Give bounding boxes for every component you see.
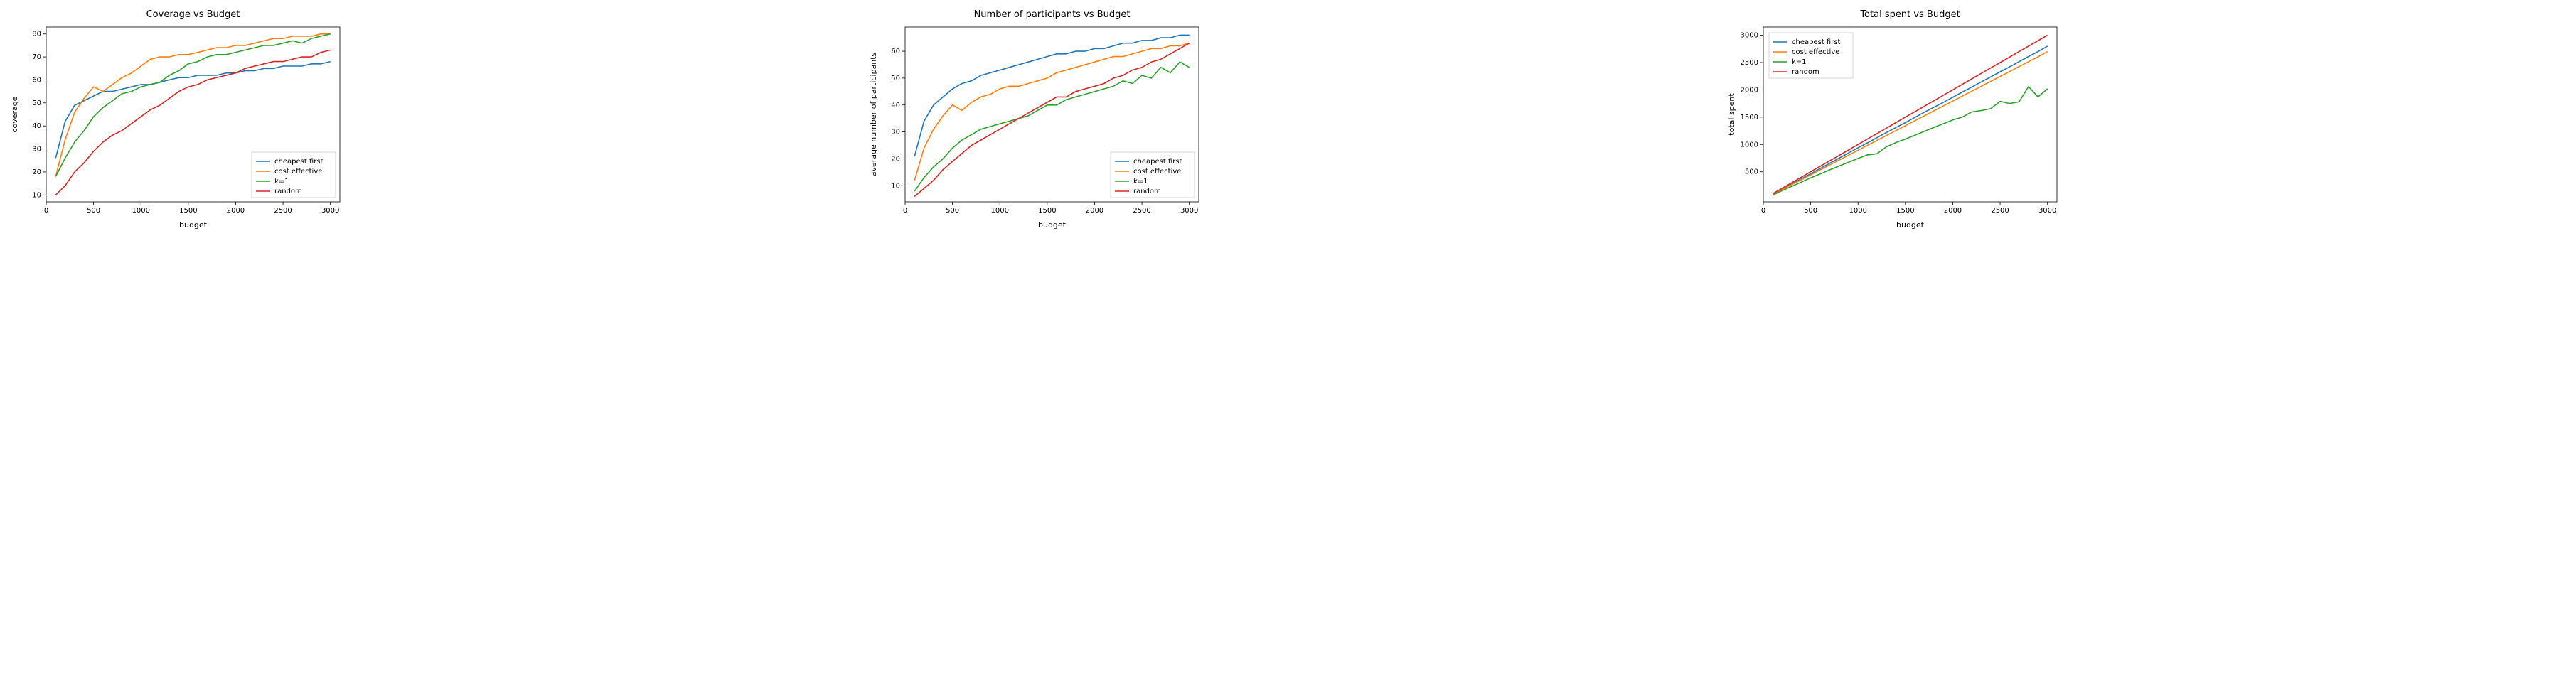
x-axis-label: budget [1896,220,1925,230]
svg-text:1000: 1000 [1849,207,1867,215]
legend-label-cost_effective: cost effective [274,168,322,176]
svg-text:40: 40 [891,102,900,109]
svg-text:2500: 2500 [1133,207,1150,215]
svg-text:80: 80 [32,31,41,38]
legend-label-cheapest_first: cheapest first [1133,158,1182,166]
chart-title: Number of participants vs Budget [973,9,1130,20]
legend: cheapest first cost effective k=1 random [1769,33,1853,78]
svg-text:30: 30 [891,129,900,136]
svg-text:40: 40 [32,122,41,130]
svg-text:60: 60 [891,48,900,55]
svg-text:10: 10 [32,191,41,199]
legend-label-random: random [1792,68,1819,76]
svg-text:2000: 2000 [1085,207,1103,215]
svg-text:50: 50 [891,75,900,82]
svg-text:0: 0 [1761,207,1765,215]
legend-label-random: random [274,188,302,195]
series-line-cheapest_first [55,62,330,159]
svg-text:2000: 2000 [1741,86,1758,94]
series-line-random [1773,36,2048,194]
svg-text:20: 20 [891,155,900,163]
svg-text:1000: 1000 [1741,141,1758,149]
series-line-cheapest_first [914,35,1189,156]
legend-label-k1: k=1 [274,178,289,186]
y-axis-label: average number of participants [869,52,878,176]
svg-text:1500: 1500 [1741,114,1758,122]
svg-text:10: 10 [891,182,900,190]
svg-text:500: 500 [87,207,100,215]
chart-title: Total spent vs Budget [1860,9,1960,20]
svg-text:0: 0 [44,207,48,215]
legend: cheapest first cost effective k=1 random [252,152,336,198]
svg-text:50: 50 [32,100,41,107]
svg-text:1500: 1500 [1896,207,1914,215]
svg-text:500: 500 [1804,207,1817,215]
legend-label-cost_effective: cost effective [1792,48,1839,56]
legend-label-cost_effective: cost effective [1133,168,1181,176]
y-axis-label: total spent [1727,93,1736,136]
svg-text:0: 0 [902,207,907,215]
svg-text:3000: 3000 [2038,207,2056,215]
svg-text:30: 30 [32,146,41,154]
x-axis-label: budget [1038,220,1067,230]
x-axis-label: budget [179,220,208,230]
svg-text:1500: 1500 [1038,207,1056,215]
svg-text:500: 500 [1745,168,1758,176]
svg-text:2000: 2000 [1944,207,1962,215]
legend: cheapest first cost effective k=1 random [1111,152,1195,198]
legend-label-k1: k=1 [1792,58,1807,66]
svg-text:2500: 2500 [274,207,292,215]
legend-label-random: random [1133,188,1161,195]
svg-text:60: 60 [32,76,41,84]
svg-text:20: 20 [32,168,41,176]
svg-text:2500: 2500 [1741,59,1758,67]
series-line-k1 [1773,87,2048,195]
series-line-k1 [55,34,330,177]
svg-text:500: 500 [946,207,959,215]
svg-text:1000: 1000 [132,207,149,215]
svg-text:2500: 2500 [1992,207,2009,215]
svg-text:1000: 1000 [990,207,1008,215]
legend-label-cheapest_first: cheapest first [1792,38,1841,46]
chart-panel-spent: 0 500 1000 1500 2000 2500 3000 500 1000 1500 2000 2… [1724,7,2569,235]
chart-panel-coverage: 0 500 1000 1500 2000 2500 3000 10 20 30 40 50 60 70 80… [7,7,852,235]
svg-text:70: 70 [32,53,41,61]
svg-text:2000: 2000 [227,207,245,215]
legend-label-cheapest_first: cheapest first [274,158,324,166]
y-axis-label: coverage [10,96,19,132]
svg-text:3000: 3000 [321,207,339,215]
series-line-cost_effective [55,34,330,177]
chart-title: Coverage vs Budget [146,9,240,20]
chart-panel-participants: 0 500 1000 1500 2000 2500 3000 10 20 30 40 50 60 Numb… [866,7,1711,235]
legend-label-k1: k=1 [1133,178,1148,186]
svg-text:3000: 3000 [1741,32,1758,40]
svg-text:1500: 1500 [179,207,197,215]
chart-panel-row: 0500100015002000250030001020304050607080… [7,7,2569,235]
svg-text:3000: 3000 [1180,207,1198,215]
